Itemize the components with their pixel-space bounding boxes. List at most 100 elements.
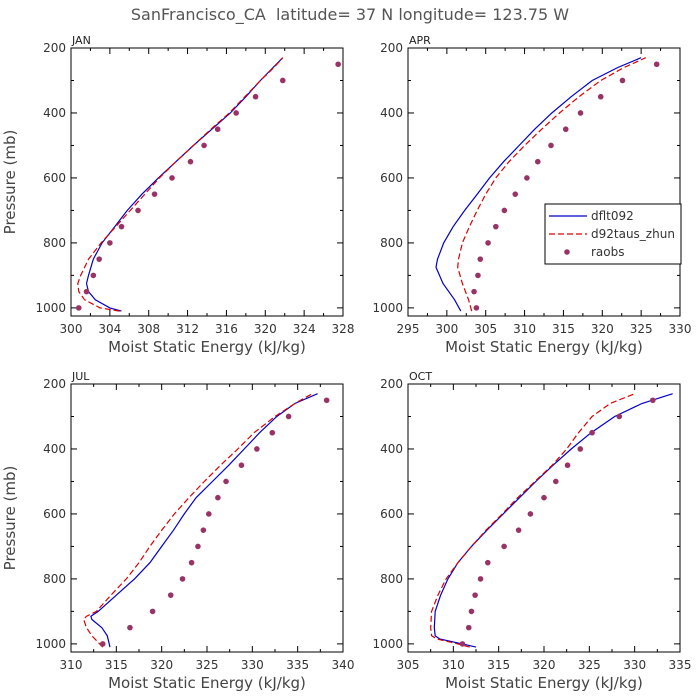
x-tick-label-apr-325: 325 bbox=[630, 322, 653, 336]
x-tick-label-jan-328: 328 bbox=[332, 322, 355, 336]
series-line-dflt092-jul bbox=[90, 393, 318, 648]
raobs-point-jan-6 bbox=[135, 207, 141, 214]
y-tick-label-jan-800: 800 bbox=[43, 236, 66, 250]
x-tick-label-jul-340: 340 bbox=[332, 658, 355, 672]
x-tick-label-jan-304: 304 bbox=[98, 322, 121, 336]
raobs-point-oct-11 bbox=[564, 462, 571, 469]
panel-jan: JAN 300 304 308 312 316 320 324 328 200 400 600 800 1… bbox=[1, 34, 354, 356]
raobs-point-oct-5 bbox=[484, 559, 491, 566]
x-tick-label-oct-310: 310 bbox=[442, 658, 465, 672]
raobs-point-jul-9 bbox=[215, 494, 221, 501]
y-tick-label-jan-600: 600 bbox=[43, 171, 66, 185]
y-tick-label-apr-200: 200 bbox=[380, 41, 403, 55]
legend-label-d92taus-zhun: d92taus_zhun bbox=[591, 227, 675, 241]
x-tick-label-jul-315: 315 bbox=[105, 658, 128, 672]
series-line-dflt092-oct bbox=[433, 393, 673, 648]
raobs-point-jul-8 bbox=[206, 511, 212, 517]
panel-label-jan: JAN bbox=[71, 34, 91, 47]
x-tick-label-oct-330: 330 bbox=[623, 658, 646, 672]
y-tick-label-oct-1000: 1000 bbox=[372, 637, 403, 651]
raobs-point-jan-10 bbox=[201, 142, 207, 149]
raobs-point-apr-6 bbox=[501, 207, 508, 214]
y-tick-label-oct-600: 600 bbox=[380, 507, 403, 521]
raobs-point-jan-14 bbox=[279, 77, 286, 84]
raobs-point-jul-11 bbox=[238, 462, 245, 469]
legend-label-raobs: raobs bbox=[591, 245, 625, 259]
y-tick-label-jan-400: 400 bbox=[43, 106, 66, 120]
x-tick-label-apr-330: 330 bbox=[669, 322, 692, 336]
series-line-dflt092-apr bbox=[435, 57, 642, 312]
raobs-point-apr-12 bbox=[577, 110, 584, 116]
x-tick-label-jan-308: 308 bbox=[137, 322, 160, 336]
raobs-point-jan-8 bbox=[169, 175, 175, 181]
y-tick-label-apr-400: 400 bbox=[380, 106, 403, 120]
x-tick-label-jul-310: 310 bbox=[60, 658, 83, 672]
panel-label-oct: OCT bbox=[409, 370, 432, 383]
x-tick-label-apr-310: 310 bbox=[513, 322, 536, 336]
raobs-point-oct-14 bbox=[616, 413, 623, 420]
x-tick-label-oct-335: 335 bbox=[669, 658, 692, 672]
x-tick-label-apr-315: 315 bbox=[552, 322, 575, 336]
raobs-point-oct-3 bbox=[472, 592, 478, 598]
raobs-point-jul-0 bbox=[99, 641, 106, 647]
y-axis-title-jul: Pressure (mb) bbox=[1, 466, 19, 571]
series-line-d92taus-zhun-oct bbox=[430, 393, 635, 648]
raobs-point-apr-0 bbox=[473, 305, 480, 311]
x-tick-label-jul-330: 330 bbox=[241, 658, 264, 672]
raobs-point-jan-7 bbox=[151, 191, 158, 197]
series-line-d92taus-zhun-jul bbox=[83, 393, 313, 648]
raobs-point-jul-1 bbox=[127, 624, 133, 631]
raobs-point-oct-2 bbox=[468, 608, 475, 615]
raobs-point-oct-9 bbox=[541, 494, 547, 501]
x-axis-title-oct: Moist Static Energy (kJ/kg) bbox=[445, 674, 643, 692]
raobs-point-oct-6 bbox=[501, 543, 507, 550]
x-tick-label-apr-305: 305 bbox=[474, 322, 497, 336]
y-tick-label-jul-600: 600 bbox=[43, 507, 66, 521]
panel-apr: APR 295 300 305 310 315 320 325 330 200 400 600 800 1… bbox=[372, 34, 691, 356]
raobs-point-apr-8 bbox=[524, 175, 530, 181]
x-tick-label-jul-335: 335 bbox=[286, 658, 309, 672]
raobs-point-jan-15 bbox=[335, 61, 341, 68]
x-tick-label-jan-324: 324 bbox=[293, 322, 316, 336]
raobs-point-oct-7 bbox=[515, 527, 522, 533]
raobs-point-oct-13 bbox=[589, 429, 595, 436]
raobs-point-jul-2 bbox=[149, 608, 156, 615]
raobs-point-jul-3 bbox=[167, 592, 174, 598]
raobs-point-apr-9 bbox=[534, 158, 541, 165]
raobs-point-oct-0 bbox=[459, 641, 466, 647]
x-tick-label-oct-315: 315 bbox=[487, 658, 510, 672]
y-tick-label-jul-400: 400 bbox=[43, 442, 66, 456]
x-tick-label-jan-316: 316 bbox=[215, 322, 238, 336]
raobs-point-oct-1 bbox=[465, 624, 472, 631]
x-tick-label-oct-320: 320 bbox=[533, 658, 556, 672]
x-tick-label-jan-300: 300 bbox=[60, 322, 83, 336]
x-axis-title-jan: Moist Static Energy (kJ/kg) bbox=[108, 338, 306, 356]
raobs-point-jul-5 bbox=[188, 559, 195, 566]
raobs-point-oct-4 bbox=[477, 576, 484, 582]
x-tick-label-jan-320: 320 bbox=[254, 322, 277, 336]
x-tick-label-oct-305: 305 bbox=[397, 658, 420, 672]
raobs-point-apr-5 bbox=[493, 223, 499, 230]
raobs-point-apr-10 bbox=[548, 142, 554, 149]
plot-frame-jan bbox=[70, 47, 344, 317]
raobs-point-apr-11 bbox=[562, 126, 569, 133]
panel-label-apr: APR bbox=[409, 34, 431, 47]
raobs-point-jul-7 bbox=[200, 527, 207, 533]
raobs-point-apr-2 bbox=[475, 272, 481, 279]
series-line-d92taus-zhun-jan bbox=[77, 57, 284, 312]
raobs-point-jul-13 bbox=[269, 429, 276, 436]
y-tick-label-jul-800: 800 bbox=[43, 572, 66, 586]
legend-label-dflt092: dflt092 bbox=[591, 209, 634, 223]
raobs-point-oct-15 bbox=[650, 397, 656, 404]
raobs-point-jan-9 bbox=[187, 158, 194, 165]
y-tick-label-jul-200: 200 bbox=[43, 377, 66, 391]
x-tick-label-jul-320: 320 bbox=[150, 658, 173, 672]
x-axis-title-jul: Moist Static Energy (kJ/kg) bbox=[108, 674, 306, 692]
raobs-point-apr-7 bbox=[512, 191, 519, 197]
raobs-point-jan-4 bbox=[107, 240, 113, 246]
raobs-point-jul-6 bbox=[195, 543, 201, 550]
figure-title: SanFrancisco_CA latitude= 37 N longitude… bbox=[131, 5, 569, 25]
raobs-point-oct-12 bbox=[577, 446, 584, 452]
